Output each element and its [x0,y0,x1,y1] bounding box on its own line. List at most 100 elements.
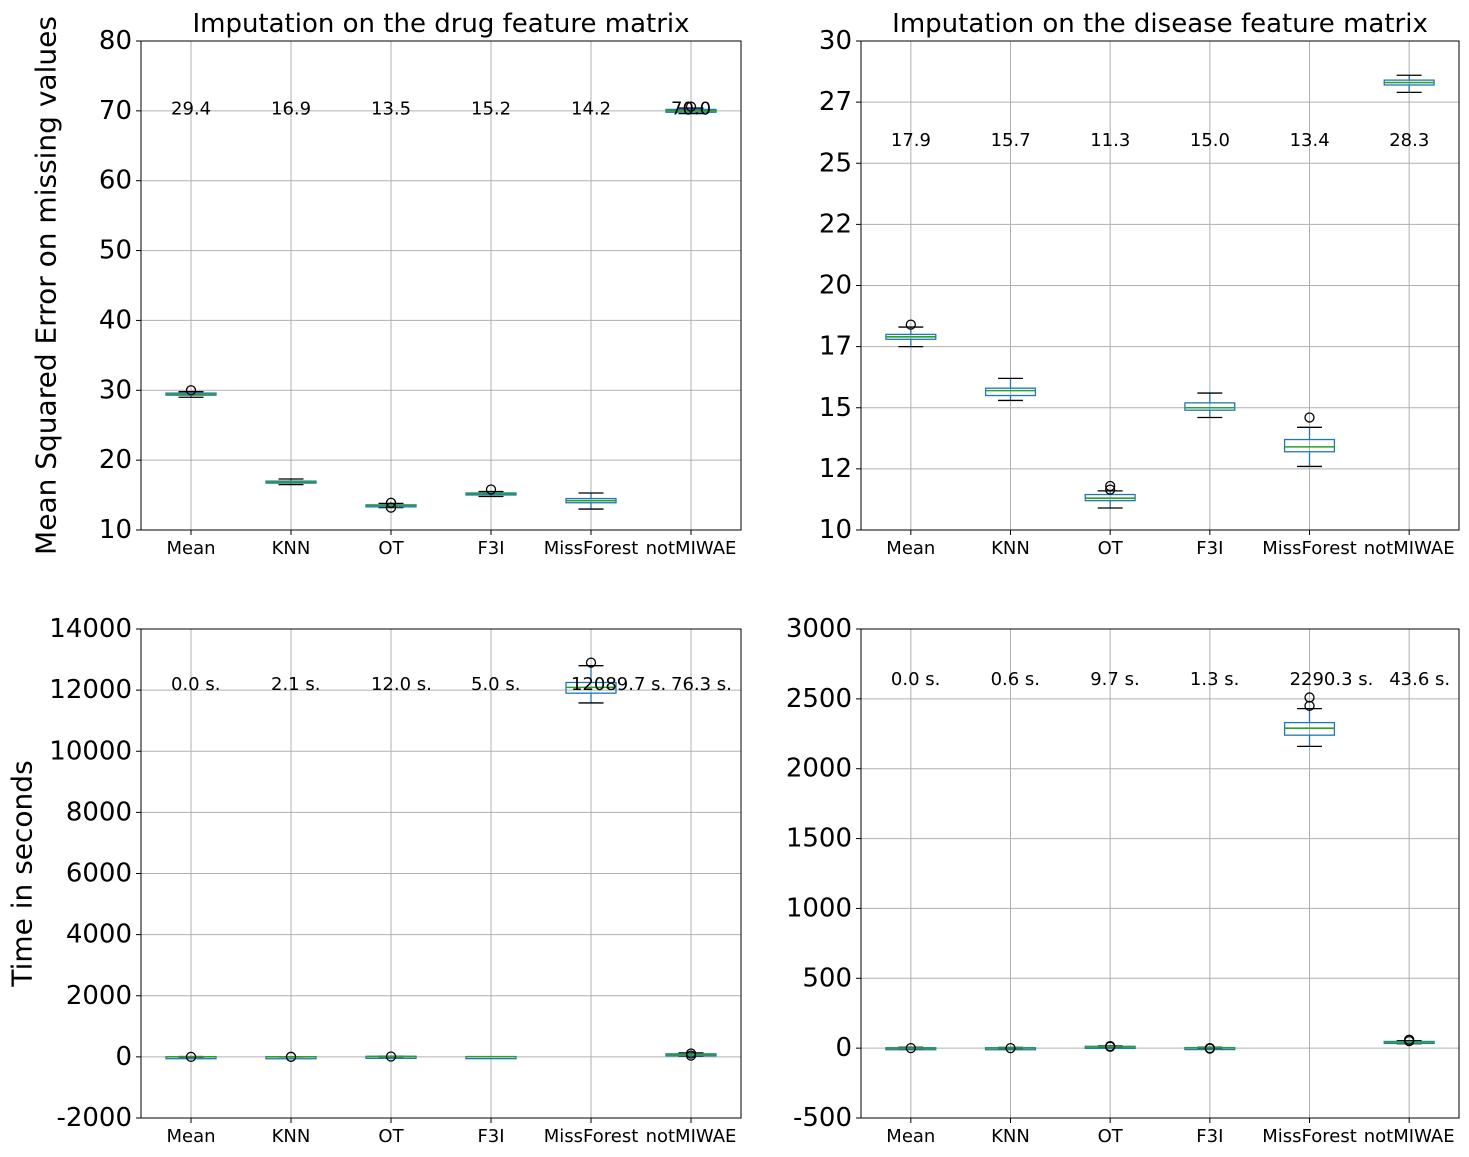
x-tick-label-mean: Mean [166,538,215,559]
y-tick-label: 3000 [786,614,852,644]
value-annotation-mean: 0.0 s. [891,669,940,690]
outlier-knn [1005,1042,1016,1054]
y-tick-label: 60 [99,166,132,196]
axes-frame [860,40,1460,531]
value-annotation-mean: 17.9 [891,130,931,151]
x-tick-label-f3i: F3I [1196,538,1223,559]
y-axis-label: Mean Squared Error on missing values [30,16,63,555]
x-tick-label-f3i: F3I [477,538,504,559]
x-tick-label-f3i: F3I [477,1126,504,1147]
value-annotation-f3i: 15.2 [471,98,511,119]
value-annotation-f3i: 15.0 [1190,130,1230,151]
outlier-notmiwae [685,1050,697,1061]
x-tick-label-ot: OT [1098,1126,1124,1147]
outlier-knn [285,1051,297,1062]
box-knn [984,387,1037,397]
y-tick-label: 25 [819,148,852,178]
outlier-f3i [485,484,497,495]
axes-frame [860,628,1460,1119]
outlier-missforest [1304,412,1315,423]
y-tick-label: 10000 [49,736,132,766]
x-tick-label-missforest: MissForest [1262,538,1357,559]
value-annotation-ot: 13.5 [371,98,411,119]
value-annotation-notmiwae: 70.0 [671,98,711,119]
x-tick-label-mean: Mean [166,1126,215,1147]
y-tick-label: 2500 [786,684,852,714]
outlier-ot [385,502,397,513]
value-annotation-missforest: 12089.7 s. [571,674,666,695]
y-tick-label: 30 [99,375,132,405]
y-axis-label: Time in seconds [6,760,39,987]
value-annotation-missforest: 13.4 [1290,130,1330,151]
drug-mse-boxplot: 10 20 30 40 50 60 70 80 Mean KNN OT F3I MissForest no… [30,9,742,559]
y-tick-label: -500 [793,1103,852,1133]
value-annotation-knn: 0.6 s. [991,669,1040,690]
disease-time-boxplot: -500 0 500 1000 1500 2000 2500 3000 Mean KNN OT F3I… [786,614,1460,1147]
y-tick-label: 2000 [66,981,132,1011]
y-tick-label: 22 [819,209,852,239]
value-annotation-mean: 0.0 s. [171,674,220,695]
box-missforest [1283,438,1336,453]
y-tick-label: 4000 [66,920,132,950]
y-tick-label: 12 [819,454,852,484]
x-tick-label-notmiwae: notMIWAE [646,1126,737,1147]
y-tick-label: 0 [835,1033,852,1063]
y-tick-label: 15 [819,393,852,423]
y-tick-label: 30 [819,26,852,56]
outlier-missforest [1304,692,1315,703]
value-annotation-ot: 9.7 s. [1090,669,1139,690]
x-tick-label-mean: Mean [886,538,935,559]
axes-frame [140,628,742,1119]
outlier-f3i [1204,1043,1215,1054]
x-tick-label-missforest: MissForest [1262,1126,1357,1147]
axes-frame [140,40,742,531]
value-annotation-notmiwae: 28.3 [1389,130,1429,151]
y-tick-label: 27 [819,87,852,117]
outlier-mean [905,319,916,330]
value-annotation-knn: 2.1 s. [271,674,320,695]
x-tick-label-missforest: MissForest [544,1126,639,1147]
outlier-notmiwae [685,101,697,112]
value-annotation-f3i: 5.0 s. [471,674,520,695]
outlier-mean [185,385,197,396]
y-tick-label: 20 [99,445,132,475]
y-tick-label: 1500 [786,824,852,854]
x-tick-label-mean: Mean [886,1126,935,1147]
y-tick-label: 17 [819,332,852,362]
value-annotation-ot: 12.0 s. [371,674,432,695]
disease-mse-boxplot: 10 12 15 17 20 22 25 27 30 Mean KNN OT F3I MissForest… [819,9,1460,559]
outlier-missforest [585,657,597,668]
x-tick-label-missforest: MissForest [544,538,639,559]
y-tick-label: 10 [819,515,852,545]
y-tick-label: 10 [99,515,132,545]
value-annotation-f3i: 1.3 s. [1190,669,1239,690]
value-annotation-notmiwae: 76.3 s. [671,674,732,695]
y-tick-label: 6000 [66,859,132,889]
y-tick-label: 70 [99,96,132,126]
x-tick-label-ot: OT [1098,538,1124,559]
outlier-ot [1105,480,1116,492]
x-tick-label-knn: KNN [272,538,311,559]
y-tick-label: 20 [819,271,852,301]
value-annotation-mean: 29.4 [171,98,211,119]
x-tick-label-knn: KNN [991,1126,1030,1147]
x-tick-label-f3i: F3I [1196,1126,1223,1147]
value-annotation-knn: 16.9 [271,98,311,119]
y-tick-label: 14000 [49,614,132,644]
outlier-ot [385,1051,397,1062]
outlier-ot [1105,484,1116,495]
outlier-notmiwae [1404,1034,1415,1045]
outlier-ot [385,497,397,508]
y-tick-label: 12000 [49,675,132,705]
y-tick-label: 80 [99,26,132,56]
value-annotation-knn: 15.7 [991,130,1031,151]
value-annotation-missforest: 14.2 [571,98,611,119]
value-annotation-missforest: 2290.3 s. [1290,669,1374,690]
x-tick-label-notmiwae: notMIWAE [1364,538,1455,559]
x-tick-label-notmiwae: notMIWAE [1364,1126,1455,1147]
x-tick-label-ot: OT [378,538,404,559]
y-tick-label: 500 [802,963,852,993]
y-tick-label: 0 [115,1042,132,1072]
y-tick-label: 1000 [786,893,852,923]
